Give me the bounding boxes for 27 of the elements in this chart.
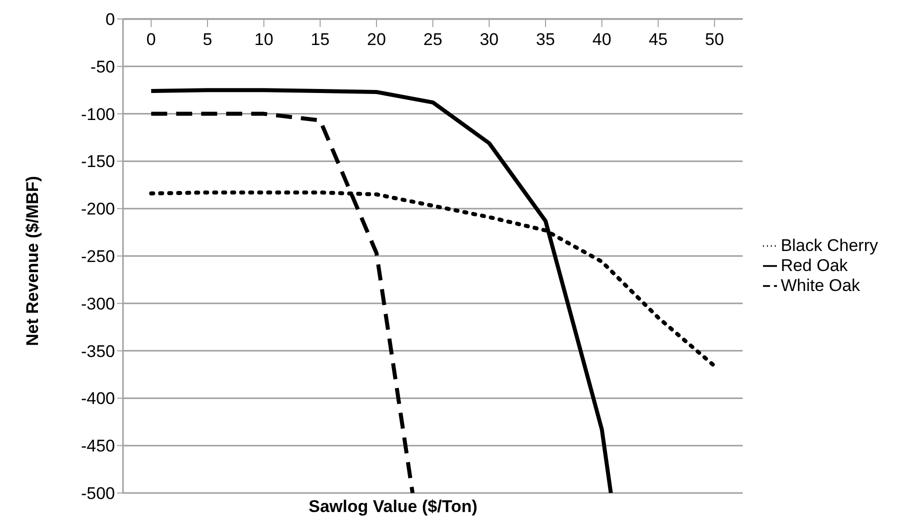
legend-label: Black Cherry [780, 236, 878, 254]
y-tick-label: -250 [80, 247, 115, 266]
y-tick-label: -100 [80, 104, 115, 124]
x-axis-title: Sawlog Value ($/Ton) [308, 497, 478, 517]
y-tick-label: -450 [80, 436, 115, 456]
x-tick-label: 45 [648, 30, 668, 49]
legend-label: Red Oak [780, 256, 848, 274]
x-tick-label: 25 [423, 30, 442, 49]
x-tick-label: 30 [480, 30, 499, 49]
x-tick-label: 15 [310, 30, 330, 49]
y-tick-label: -500 [80, 484, 115, 504]
y-tick-label: -400 [80, 389, 115, 408]
y-tick-label: -300 [80, 294, 115, 314]
x-tick-label: 40 [592, 30, 612, 49]
y-tick-label: -200 [80, 200, 115, 219]
y-axis-title: Net Revenue ($/MBF) [23, 176, 42, 346]
y-tick-label: -50 [90, 57, 115, 76]
x-tick-label: 20 [367, 30, 386, 49]
x-tick-label: 0 [146, 30, 156, 49]
y-tick-label: -350 [80, 342, 115, 361]
x-tick-label: 50 [705, 30, 724, 49]
x-tick-label: 5 [202, 30, 212, 49]
y-tick-label: -150 [80, 152, 115, 172]
y-tick-label: 0 [106, 10, 115, 30]
x-tick-label: 35 [536, 30, 555, 49]
x-tick-label: 10 [254, 30, 274, 49]
legend-label: White Oak [780, 276, 860, 294]
